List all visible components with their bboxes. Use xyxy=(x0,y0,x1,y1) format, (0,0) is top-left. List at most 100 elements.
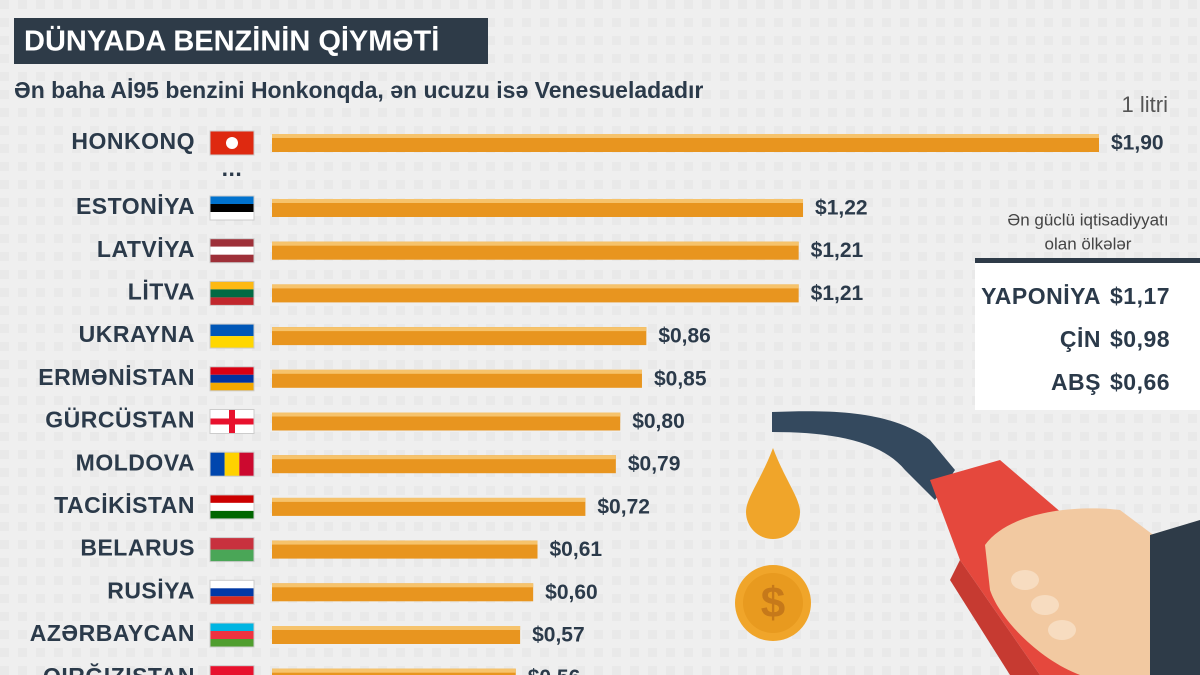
side-panel-title: olan ölkələr xyxy=(1045,234,1132,253)
flag xyxy=(209,451,255,477)
flag-stripe xyxy=(239,452,254,477)
category-label: ESTONİYA xyxy=(76,193,195,219)
flag xyxy=(209,622,255,648)
flag xyxy=(209,537,255,563)
side-country: ABŞ xyxy=(1051,369,1101,395)
flag-stripe xyxy=(210,281,254,290)
bar xyxy=(272,497,586,516)
bar xyxy=(272,540,538,559)
flag-stripe xyxy=(210,204,254,212)
flag xyxy=(209,280,255,306)
flag-stripe xyxy=(210,196,254,204)
bar-highlight xyxy=(272,540,538,545)
flag-border xyxy=(209,494,255,520)
flag-stripe xyxy=(210,549,254,562)
flag-stripe xyxy=(210,452,225,477)
value-label: $0,57 xyxy=(532,624,585,647)
chart-title: DÜNYADA BENZİNİN QİYMƏTİ xyxy=(24,25,439,58)
svg-text:$: $ xyxy=(761,579,785,628)
flag-stripe xyxy=(210,238,254,247)
flag-stripe xyxy=(224,452,240,477)
value-label: $1,90 xyxy=(1111,132,1164,155)
flag-stripe xyxy=(210,297,254,306)
flag xyxy=(209,665,255,675)
flag-cross xyxy=(210,418,254,425)
side-panel: Ən güclü iqtisadiyyatı olan ölkələr xyxy=(975,210,1200,410)
bar xyxy=(272,134,1099,152)
bar xyxy=(272,284,799,303)
bar-highlight xyxy=(272,284,799,289)
flag xyxy=(209,130,255,156)
flag-stripe xyxy=(210,639,254,647)
flag-stripe xyxy=(210,665,254,675)
bar-highlight xyxy=(272,134,1099,138)
value-label: $0,85 xyxy=(654,367,707,390)
flag xyxy=(209,195,255,221)
flag-stripe xyxy=(210,631,254,639)
value-label: $0,56 xyxy=(528,666,581,675)
flag xyxy=(209,323,255,349)
value-label: $1,21 xyxy=(811,239,864,262)
flag-stripe xyxy=(210,494,254,503)
flag-stripe xyxy=(210,254,254,263)
flag xyxy=(209,494,255,520)
flag xyxy=(209,409,255,434)
category-label: GÜRCÜSTAN xyxy=(45,407,195,433)
flag-stripe xyxy=(210,374,254,383)
category-label: LATVİYA xyxy=(97,236,195,262)
bar-highlight xyxy=(272,455,616,460)
flag-stripe xyxy=(210,623,254,631)
side-price: $1,17 xyxy=(1110,283,1170,309)
flag-border xyxy=(209,366,255,392)
side-country: ÇİN xyxy=(1060,326,1101,352)
flag-border xyxy=(209,622,255,648)
value-label: $0,61 xyxy=(550,538,603,561)
side-panel-rule xyxy=(975,258,1200,263)
bar-highlight xyxy=(272,412,621,417)
flag-border xyxy=(209,323,255,349)
bar xyxy=(272,583,534,602)
value-label: $1,21 xyxy=(811,282,864,305)
flag-stripe xyxy=(210,246,254,255)
flag-stripe xyxy=(210,324,254,337)
flag-stripe xyxy=(210,289,254,298)
category-label: QIRĞIZISTAN xyxy=(43,662,195,675)
flag-border xyxy=(209,579,255,605)
category-label: TACİKİSTAN xyxy=(54,492,195,518)
gap-marker: ... xyxy=(222,155,243,181)
bar xyxy=(272,327,647,346)
title-box xyxy=(14,18,488,64)
bar-highlight xyxy=(272,199,804,203)
side-panel-title: Ən güclü iqtisadiyyatı xyxy=(1007,210,1168,229)
flag-border xyxy=(209,665,255,675)
flag-stripe xyxy=(210,596,254,605)
bar-highlight xyxy=(272,241,799,246)
flag-stripe xyxy=(210,502,254,511)
value-label: $0,60 xyxy=(545,581,598,604)
side-panel-box xyxy=(975,262,1200,410)
flag-border xyxy=(209,409,255,434)
flag-stripe xyxy=(210,366,254,375)
flag-border xyxy=(209,537,255,563)
bar xyxy=(272,455,616,474)
flag xyxy=(209,238,255,264)
value-label: $0,79 xyxy=(628,453,681,476)
flag xyxy=(209,579,255,605)
category-label: BELARUS xyxy=(80,535,195,561)
flag-stripe xyxy=(210,336,254,349)
flag xyxy=(209,366,255,392)
value-label: $0,86 xyxy=(658,325,711,348)
flag-stripe xyxy=(210,212,254,220)
bar-highlight xyxy=(272,583,534,588)
category-label: UKRAYNA xyxy=(79,321,195,347)
value-label: $1,22 xyxy=(815,197,868,220)
flag-stripe xyxy=(210,382,254,391)
flag-stripe xyxy=(210,537,254,550)
flag-border xyxy=(209,238,255,264)
category-label: MOLDOVA xyxy=(76,449,195,475)
illustration: $ xyxy=(735,411,1200,675)
side-price: $0,66 xyxy=(1110,369,1170,395)
flag-stripe xyxy=(210,510,254,519)
bar xyxy=(272,412,621,431)
